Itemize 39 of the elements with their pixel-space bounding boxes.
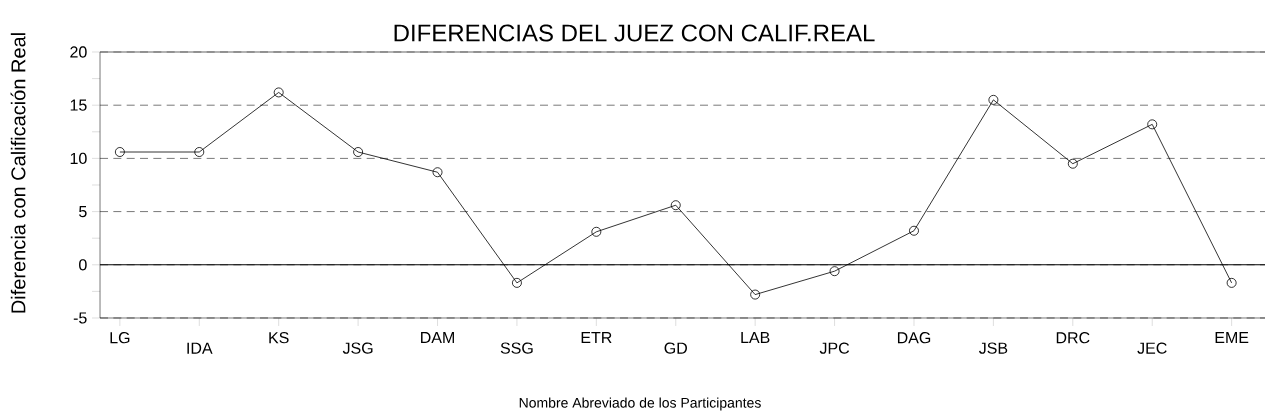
point [353, 147, 364, 157]
point [750, 289, 761, 300]
y-axis-title: Diferencia con Calificación Real [10, 33, 26, 313]
point [670, 200, 681, 211]
point [512, 277, 522, 288]
chart-title: DIFERENCIAS DEL JUEZ CON CALIF.REAL [394, 24, 875, 42]
y-tick-label: 15 [70, 99, 87, 111]
point [829, 266, 840, 277]
x-tick-label: LG [110, 332, 130, 344]
point [1226, 277, 1237, 288]
x-tick-label: JEC [1137, 342, 1167, 354]
x-axis-title: Nombre Abreviado de los Participantes [519, 397, 761, 411]
point [273, 87, 284, 98]
x-tick-label: KS [269, 332, 289, 344]
x-tick-label: DAG [897, 332, 931, 344]
x-tick-label: DAM [421, 332, 454, 344]
point [1067, 158, 1078, 169]
x-tick-label: JSG [342, 342, 373, 354]
x-tick-label: EME [1215, 332, 1249, 344]
x-tick-label: GD [664, 342, 687, 354]
point [194, 147, 205, 157]
point [1147, 119, 1158, 130]
x-tick-label: LAB [741, 332, 770, 344]
y-tick-label: 20 [70, 46, 87, 58]
point [988, 94, 999, 105]
point [432, 167, 443, 178]
y-tick-label: 0 [79, 259, 87, 271]
x-tick-label: ETR [581, 332, 612, 344]
x-tick-label: SSG [500, 342, 533, 354]
y-tick-label: 10 [70, 152, 87, 165]
x-tick-label: IDA [187, 342, 213, 354]
y-tick-label: 5 [79, 206, 87, 218]
point [909, 225, 919, 236]
y-tick-label: -5 [73, 312, 87, 324]
x-tick-label: DRC [1056, 332, 1090, 344]
point [591, 226, 602, 237]
x-tick-label: JPC [819, 342, 850, 354]
point [114, 147, 125, 157]
x-tick-label: JSB [978, 342, 1008, 354]
